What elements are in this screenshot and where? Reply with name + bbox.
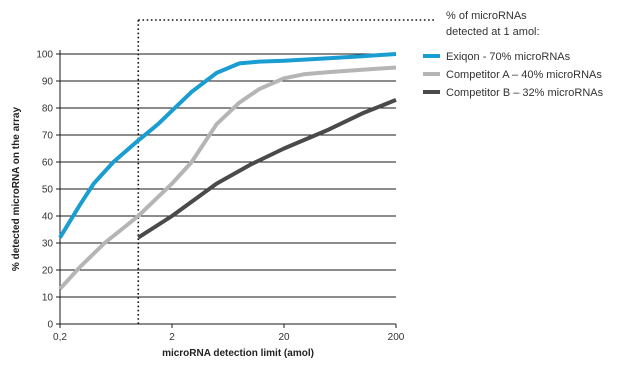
x-tick-label: 2 — [169, 332, 175, 343]
y-tick-label: 30 — [42, 239, 54, 250]
x-tick-label: 200 — [388, 332, 405, 343]
y-tick-label: 40 — [42, 212, 54, 223]
y-tick-label: 100 — [36, 50, 53, 61]
annotation-text: % of microRNAs — [446, 10, 527, 22]
series-line — [58, 52, 397, 239]
legend-label: Exiqon - 70% microRNAs — [446, 51, 571, 63]
annotation: % of microRNAs detected at 1 amol: — [137, 10, 540, 324]
x-tick-label: 0,2 — [53, 332, 67, 343]
y-tick-label: 70 — [42, 131, 54, 142]
y-tick-label: 60 — [42, 158, 54, 169]
legend-label: Competitor B – 32% microRNAs — [446, 87, 604, 99]
y-tick-label: 50 — [42, 185, 54, 196]
series-line — [58, 65, 397, 291]
y-tick-label: 10 — [42, 293, 54, 304]
y-tick-label: 20 — [42, 266, 54, 277]
y-tick-label: 90 — [42, 77, 54, 88]
legend-label: Competitor A – 40% microRNAs — [446, 69, 602, 81]
x-tick-label: 20 — [278, 332, 290, 343]
y-axis-title: % detected microRNA on the array — [11, 107, 22, 272]
axes: 0 10 20 30 40 50 60 70 80 90 100 0,2 2 20 200 — [36, 50, 404, 344]
series-lines — [58, 52, 397, 291]
y-tick-label: 0 — [47, 320, 53, 331]
annotation-text: detected at 1 amol: — [446, 26, 540, 38]
series-line — [137, 98, 397, 240]
legend: Exiqon - 70% microRNAs Competitor A – 40%… — [423, 51, 604, 99]
y-tick-label: 80 — [42, 104, 54, 115]
x-axis-title: microRNA detection limit (amol) — [162, 348, 314, 359]
